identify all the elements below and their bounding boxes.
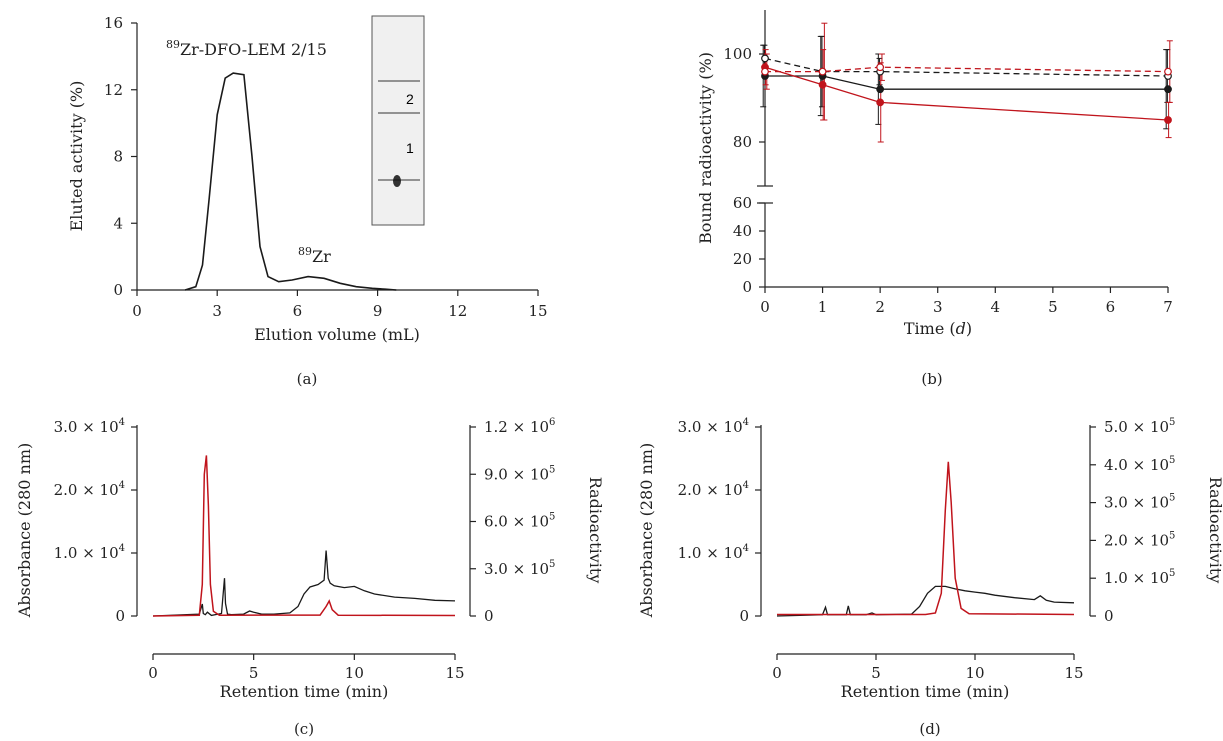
panel-c-right-tick-label: 3.0 × 105	[484, 559, 555, 578]
panel-a-free-zr-label: 89Zr	[298, 245, 331, 266]
panel-b-xtick-label: 5	[1048, 298, 1058, 316]
tlc-strip	[371, 15, 425, 226]
panel-d-caption: (d)	[919, 720, 940, 738]
panel-b-ytick-label: 80	[733, 133, 752, 151]
panel-c-xlabel: Retention time (min)	[220, 682, 389, 701]
panel-c-right-tick-label: 1.2 × 106	[484, 417, 555, 436]
panel-b-data-point	[876, 98, 885, 107]
panel-b-xtick-label: 6	[1106, 298, 1116, 316]
panel-a-ylabel: Eluted activity (%)	[67, 81, 86, 232]
panel-a-ytick-label: 0	[113, 281, 123, 299]
panel-b-data-point	[761, 67, 769, 76]
panel-b: 80 100 0 20 40 60 0 1 2 3 4 5 6 7 Bound radioactivit…	[696, 10, 1173, 388]
panel-a-caption: (a)	[297, 370, 318, 388]
panel-d-right-tick-label: 0	[1104, 607, 1114, 625]
panel-a-tlc-inset: 2 1	[371, 15, 425, 226]
panel-a-elution-curve	[184, 72, 397, 291]
panel-c-xtick-label: 10	[345, 664, 364, 682]
panel-a-ytick-label: 16	[104, 14, 123, 32]
panel-d-ylabel-left: Absorbance (280 nm)	[637, 443, 656, 618]
panel-c-radioactivity-trace	[152, 455, 456, 617]
panel-d-right-tick-label: 1.0 × 105	[1104, 568, 1175, 587]
panel-b-xtick-label: 1	[818, 298, 828, 316]
panel-a-xtick-label: 9	[373, 302, 383, 320]
panel-c-ylabel-left: Absorbance (280 nm)	[15, 443, 34, 618]
panel-c-right-tick-label: 9.0 × 105	[484, 464, 555, 483]
panel-d-left-tick-label: 2.0 × 104	[678, 480, 749, 499]
panel-c: 0 1.0 × 104 2.0 × 104 3.0 × 104 0 3.0 × 105 6.…	[15, 417, 605, 738]
panel-d-radioactivity-trace	[777, 461, 1075, 616]
panel-a-xtick-label: 0	[132, 302, 142, 320]
panel-b-series-line	[764, 57, 1169, 77]
panel-a-ytick-label: 12	[104, 81, 123, 99]
panel-c-ylabel-right: Radioactivity	[586, 477, 605, 584]
panel-a-xtick-label: 3	[212, 302, 222, 320]
panel-d-right-tick-label: 5.0 × 105	[1104, 417, 1175, 436]
panel-b-ytick-label: 100	[723, 45, 752, 63]
panel-b-data-point	[1164, 116, 1172, 124]
panel-d-right-tick-label: 3.0 × 105	[1104, 493, 1175, 512]
panel-b-ytick-label: 0	[742, 278, 752, 296]
panel-b-xtick-label: 2	[875, 298, 885, 316]
tlc-zone-1-label: 1	[406, 140, 414, 156]
panel-a-xlabel: Elution volume (mL)	[254, 325, 420, 344]
panel-d-ylabel-right: Radioactivity	[1206, 477, 1223, 584]
panel-b-ylabel: Bound radioactivity (%)	[696, 52, 715, 244]
panel-c-xtick-label: 15	[445, 664, 464, 682]
panel-c-xtick-label: 0	[148, 664, 158, 682]
panel-b-xtick-label: 7	[1163, 298, 1173, 316]
panel-d-left-tick-label: 0	[739, 607, 749, 625]
panel-d-xtick-label: 5	[871, 664, 881, 682]
panel-a-peak-label: 89Zr-DFO-LEM 2/15	[166, 38, 327, 59]
panel-b-ytick-label: 20	[733, 250, 752, 268]
tlc-spot	[393, 175, 401, 187]
panel-d-xlabel: Retention time (min)	[841, 682, 1010, 701]
panel-c-xtick-label: 5	[249, 664, 259, 682]
panel-b-xtick-label: 0	[760, 298, 770, 316]
panel-b-data-point	[1164, 85, 1172, 94]
panel-c-right-tick-label: 0	[484, 607, 494, 625]
panel-a-xtick-label: 15	[528, 302, 547, 320]
panel-b-data-point	[876, 63, 885, 72]
panel-b-data-point	[761, 54, 769, 63]
panel-b-data-point	[818, 80, 827, 89]
panel-c-left-tick-label: 3.0 × 104	[54, 417, 125, 436]
panel-c-caption: (c)	[294, 720, 314, 738]
panel-b-data-point	[1164, 67, 1172, 76]
panel-d-xtick-label: 10	[965, 664, 984, 682]
panel-d-right-tick-label: 2.0 × 105	[1104, 530, 1175, 549]
panel-d-left-tick-label: 1.0 × 104	[678, 543, 749, 562]
panel-d-right-tick-label: 4.0 × 105	[1104, 455, 1175, 474]
tlc-zone-2-label: 2	[406, 91, 414, 107]
panel-b-xtick-label: 3	[933, 298, 943, 316]
panel-c-left-tick-label: 0	[115, 607, 125, 625]
panel-b-data-point	[818, 67, 827, 76]
panel-d-xtick-label: 0	[772, 664, 782, 682]
panel-b-xtick-label: 4	[991, 298, 1001, 316]
panel-c-right-tick-label: 6.0 × 105	[484, 512, 555, 531]
panel-c-absorbance-trace	[152, 550, 456, 617]
panel-b-xlabel: Time (d)	[904, 319, 972, 338]
panel-c-left-tick-label: 2.0 × 104	[54, 480, 125, 499]
panel-b-ytick-label: 60	[733, 194, 752, 212]
panel-b-data-point	[876, 85, 885, 94]
panel-a-ytick-label: 4	[113, 214, 123, 232]
panel-a-xtick-label: 12	[448, 302, 467, 320]
panel-d-absorbance-trace	[776, 585, 1075, 617]
panel-b-series-line	[764, 66, 1169, 121]
panel-b-ytick-label: 40	[733, 222, 752, 240]
panel-a-ytick-label: 8	[113, 148, 123, 166]
panel-d-left-tick-label: 3.0 × 104	[678, 417, 749, 436]
panel-d: 0 1.0 × 104 2.0 × 104 3.0 × 104 0 1.0 × 105 2.…	[637, 417, 1223, 738]
panel-c-left-tick-label: 1.0 × 104	[54, 543, 125, 562]
panel-d-xtick-label: 15	[1064, 664, 1083, 682]
panel-b-caption: (b)	[921, 370, 942, 388]
panel-a-xtick-label: 6	[293, 302, 303, 320]
